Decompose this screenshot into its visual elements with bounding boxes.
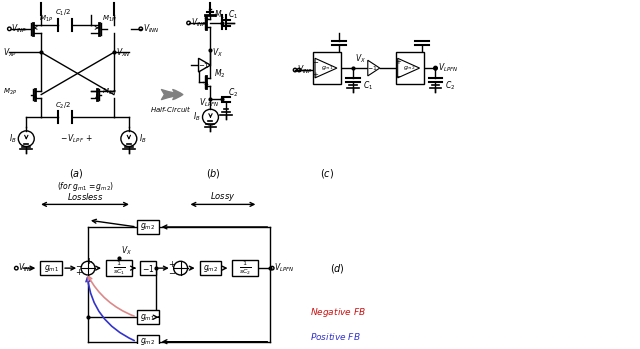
Text: $V_{LPFN}$: $V_{LPFN}$ (198, 96, 219, 109)
Text: $\frac{1}{sC_2}$: $\frac{1}{sC_2}$ (239, 259, 252, 277)
Text: $V_X$: $V_X$ (121, 244, 132, 257)
Text: $V_{INP}$: $V_{INP}$ (12, 23, 28, 35)
Bar (232, 260, 259, 276)
Text: $V_{LPFN}$: $V_{LPFN}$ (438, 62, 459, 74)
Text: $g_{m1}$: $g_{m1}$ (140, 312, 156, 323)
Text: $V_X$: $V_X$ (355, 52, 366, 65)
Text: $M_1$: $M_1$ (214, 9, 226, 21)
Text: $-$: $-$ (168, 268, 176, 276)
Bar (137, 220, 159, 234)
Text: $C_2$: $C_2$ (445, 80, 456, 92)
Text: $+$: $+$ (312, 70, 319, 80)
Bar (106, 260, 132, 276)
Text: $-1$: $-1$ (198, 61, 209, 70)
Text: $Half$-$Circuit$: $Half$-$Circuit$ (150, 104, 191, 114)
Text: $V_{XP}$: $V_{XP}$ (3, 46, 17, 59)
Text: $V_X$: $V_X$ (212, 46, 223, 59)
Polygon shape (368, 60, 380, 76)
Bar (140, 261, 156, 275)
Text: $+$: $+$ (85, 256, 93, 266)
Bar (396, 52, 424, 84)
Text: $I_B$: $I_B$ (139, 132, 147, 145)
Polygon shape (198, 58, 211, 72)
Text: $g_{m2}$: $g_{m2}$ (140, 222, 156, 232)
Text: $M_{2N}$: $M_{2N}$ (102, 87, 116, 97)
Text: $Positive\ FB$: $Positive\ FB$ (310, 331, 361, 342)
Text: $+$: $+$ (75, 267, 83, 277)
Text: $+$: $+$ (168, 259, 175, 269)
Text: $(c)$: $(c)$ (320, 166, 334, 179)
Text: $-1$: $-1$ (367, 64, 378, 72)
Polygon shape (315, 58, 337, 78)
Text: $-$: $-$ (395, 72, 402, 78)
Text: $I_B$: $I_B$ (9, 132, 17, 145)
Text: $V_{INP}$: $V_{INP}$ (19, 262, 35, 274)
Text: $g_{m2}$: $g_{m2}$ (140, 336, 156, 347)
Text: $C_1$: $C_1$ (363, 80, 373, 92)
Text: $V_{INP}$: $V_{INP}$ (297, 64, 313, 76)
Text: $g_{m1}$: $g_{m1}$ (44, 263, 59, 274)
Text: $-$: $-$ (75, 260, 83, 269)
Text: $g_{m1}$: $g_{m1}$ (321, 64, 333, 72)
Bar (313, 52, 341, 84)
Text: $V_{LPFN}$: $V_{LPFN}$ (274, 262, 294, 274)
Text: $-\,V_{LPF}\,+$: $-\,V_{LPF}\,+$ (60, 132, 92, 145)
Text: $I_B$: $I_B$ (193, 111, 200, 123)
Text: $C_1$: $C_1$ (228, 9, 239, 21)
Text: $(a)$: $(a)$ (68, 166, 83, 179)
Text: $C_2/2$: $C_2/2$ (55, 101, 71, 111)
Text: $Lossy$: $Lossy$ (210, 190, 236, 203)
Text: $M_{1P}$: $M_{1P}$ (39, 14, 53, 24)
Text: $Lossless$: $Lossless$ (67, 191, 103, 202)
Bar (40, 261, 62, 275)
Text: $M_2$: $M_2$ (214, 68, 226, 80)
Text: $\frac{1}{sC_1}$: $\frac{1}{sC_1}$ (113, 259, 125, 277)
Text: $M_{1N}$: $M_{1N}$ (102, 14, 116, 24)
Text: $V_{INN}$: $V_{INN}$ (143, 23, 159, 35)
Text: $(for\ g_{m1} = g_{m2})$: $(for\ g_{m1} = g_{m2})$ (56, 180, 113, 193)
Text: $V_{XN}$: $V_{XN}$ (116, 46, 131, 59)
Text: $Negative\ FB$: $Negative\ FB$ (310, 306, 366, 319)
Text: $V_{INP}$: $V_{INP}$ (191, 17, 207, 29)
Text: $M_{2P}$: $M_{2P}$ (3, 87, 17, 97)
Text: $(b)$: $(b)$ (206, 166, 221, 179)
Text: $+$: $+$ (395, 57, 402, 66)
Text: $C_1/2$: $C_1/2$ (55, 8, 71, 18)
Bar (137, 335, 159, 349)
Bar (200, 261, 221, 275)
Text: $g_{m2}$: $g_{m2}$ (403, 64, 416, 72)
Polygon shape (397, 58, 420, 78)
Text: $-1$: $-1$ (141, 263, 154, 274)
Text: $-$: $-$ (312, 58, 319, 64)
Bar (137, 310, 159, 324)
Text: $C_2$: $C_2$ (228, 86, 239, 99)
Text: $(d)$: $(d)$ (330, 262, 345, 275)
Text: $g_{m2}$: $g_{m2}$ (203, 263, 218, 274)
